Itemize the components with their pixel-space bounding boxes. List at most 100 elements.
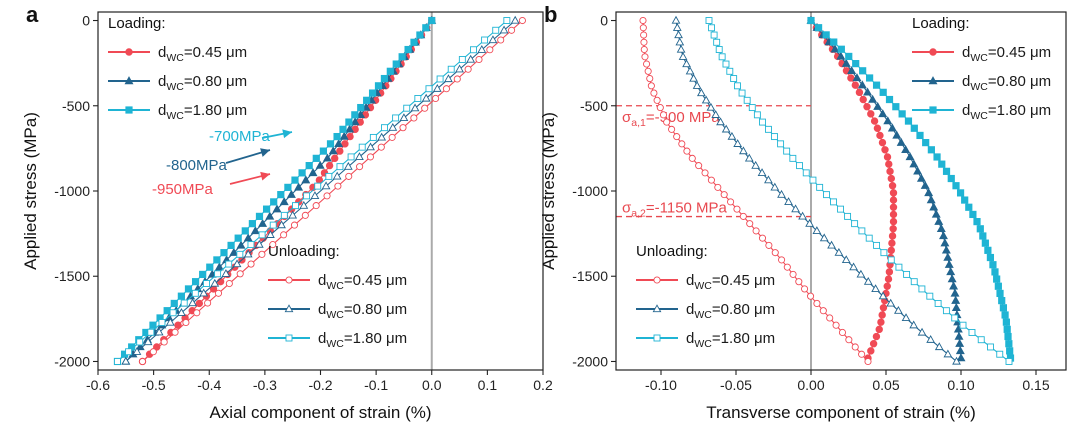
data-point [345, 124, 355, 133]
data-point [332, 171, 342, 180]
data-point [984, 246, 992, 254]
data-point [834, 247, 844, 256]
legend-marker [125, 106, 133, 114]
data-point [863, 87, 873, 96]
data-point [909, 159, 919, 168]
data-point [896, 137, 906, 146]
data-point [943, 349, 953, 358]
data-point [857, 80, 867, 89]
data-point [277, 220, 286, 229]
data-point [165, 317, 175, 326]
data-point [981, 239, 989, 247]
data-point [170, 299, 178, 308]
y-tick-label: -1500 [572, 268, 608, 284]
data-point [852, 73, 862, 82]
data-point [993, 275, 1001, 283]
data-point [968, 329, 976, 336]
data-point [312, 154, 320, 162]
data-series [806, 15, 966, 362]
data-point [715, 46, 723, 53]
data-point [368, 89, 377, 97]
data-point [887, 174, 896, 183]
label-part: d [686, 330, 694, 347]
x-tick-label: -0.10 [645, 377, 677, 393]
data-point [158, 319, 166, 326]
data-point [901, 144, 911, 153]
data-point [924, 188, 934, 197]
data-point [764, 175, 773, 184]
data-point [464, 65, 472, 73]
data-point [458, 56, 466, 63]
data-point [243, 249, 253, 258]
data-point [204, 299, 212, 307]
data-point [872, 81, 881, 89]
data-point [858, 350, 866, 358]
data-point [292, 202, 299, 210]
data-point [895, 263, 903, 271]
data-point [444, 74, 453, 83]
data-point [883, 153, 892, 161]
data-point [656, 104, 664, 112]
data-point [356, 163, 364, 171]
data-point [977, 336, 985, 344]
data-point [812, 226, 822, 235]
data-point [236, 250, 244, 258]
data-point [999, 304, 1008, 312]
data-point [640, 31, 648, 39]
legend-title: Unloading: [268, 243, 340, 260]
data-point [650, 89, 658, 97]
data-point [910, 278, 918, 286]
data-point [351, 111, 359, 119]
data-point [210, 278, 220, 287]
data-point [816, 183, 824, 191]
data-point [751, 160, 761, 169]
data-point [706, 102, 716, 111]
data-point [369, 133, 377, 141]
data-point [298, 169, 306, 177]
data-point [214, 262, 224, 271]
data-point [290, 221, 299, 229]
subscript: WC [326, 338, 344, 350]
data-point [701, 95, 711, 104]
data-point [916, 131, 924, 140]
data-point [961, 196, 969, 204]
data-point [868, 94, 878, 103]
data-point [358, 143, 366, 151]
data-point [777, 189, 786, 198]
subscript: WC [326, 280, 344, 292]
data-point [492, 26, 500, 34]
data-series [138, 16, 526, 366]
annotation-arrow-head [260, 171, 270, 181]
data-point [299, 200, 309, 209]
stress-annotation: -800MPa [166, 148, 271, 174]
legend-marker [285, 276, 293, 284]
label-part: d [318, 330, 326, 347]
x-tick-label: 0.2 [533, 377, 553, 393]
data-point [248, 220, 256, 228]
data-point [269, 221, 277, 229]
data-point [339, 131, 349, 140]
data-point [802, 169, 810, 177]
data-point [398, 53, 406, 61]
data-point [366, 153, 375, 161]
data-point [331, 154, 339, 163]
data-point [334, 139, 344, 148]
data-point [851, 343, 859, 351]
data-point [447, 65, 455, 73]
data-point [826, 314, 834, 322]
data-point [243, 233, 253, 242]
data-point [813, 299, 821, 307]
data-point [247, 260, 255, 268]
data-point [922, 139, 930, 147]
data-point [883, 282, 891, 290]
data-point [718, 53, 726, 61]
data-point [488, 35, 498, 44]
data-point [171, 328, 179, 336]
data-point [744, 153, 754, 162]
data-point [889, 217, 898, 226]
data-point [422, 24, 430, 32]
data-point [904, 117, 913, 125]
data-point [965, 203, 973, 211]
data-point [783, 147, 791, 155]
data-point [357, 103, 365, 112]
